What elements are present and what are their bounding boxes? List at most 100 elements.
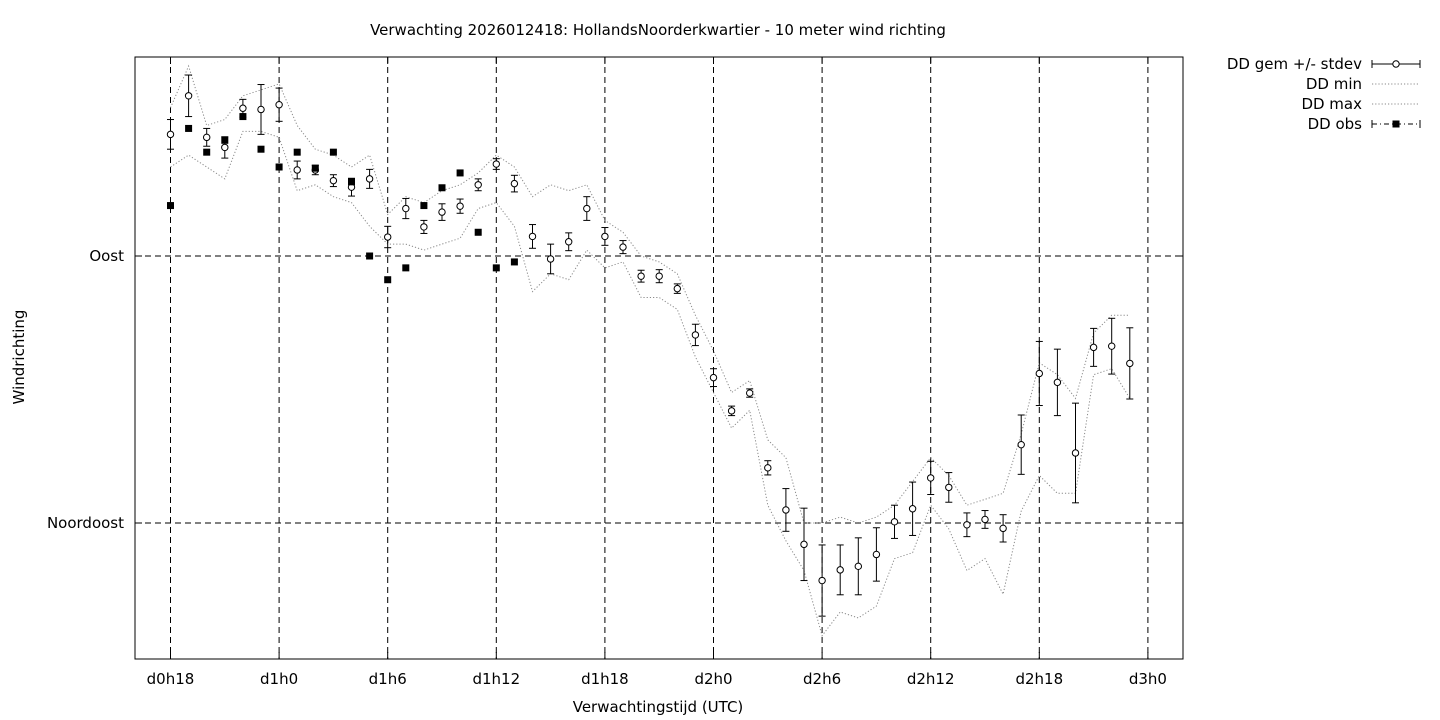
- mean-point: [565, 238, 573, 246]
- obs-point: [366, 252, 374, 260]
- mean-point: [999, 524, 1007, 533]
- obs-point: [275, 163, 283, 171]
- mean-point: [981, 515, 989, 524]
- obs-point: [257, 145, 265, 153]
- mean-point: [1053, 378, 1062, 387]
- mean-point: [293, 166, 301, 174]
- mean-point: [510, 179, 519, 188]
- legend-marker-obs: [1392, 120, 1400, 128]
- legend-label-min: DD min: [1306, 75, 1362, 93]
- mean-point: [438, 208, 446, 216]
- x-tick-label: d2h0: [694, 670, 732, 688]
- obs-point: [402, 264, 410, 272]
- obs-point: [239, 113, 247, 121]
- mean-point: [818, 576, 826, 585]
- x-tick-label: d1h6: [369, 670, 407, 688]
- x-tick-label: d0h18: [147, 670, 195, 688]
- mean-point: [257, 105, 265, 114]
- legend: DD gem +/- stdev DD min DD max DD obs: [1227, 55, 1421, 133]
- mean-point: [384, 233, 392, 241]
- mean-point: [673, 284, 681, 293]
- obs-point: [456, 169, 464, 177]
- mean-point: [1035, 369, 1044, 378]
- x-tick-label: d2h12: [907, 670, 955, 688]
- mean-point: [184, 92, 193, 100]
- data-marks: [166, 74, 1134, 617]
- mean-point: [619, 243, 627, 251]
- obs-point: [221, 136, 229, 144]
- obs-point: [384, 276, 392, 284]
- x-tick-label: d2h18: [1015, 670, 1063, 688]
- mean-point: [782, 506, 790, 514]
- mean-point: [239, 104, 247, 112]
- mean-point: [474, 181, 482, 189]
- mean-point: [890, 518, 899, 526]
- x-tick-label: d1h12: [472, 670, 520, 688]
- obs-point: [474, 228, 482, 236]
- legend-label-max: DD max: [1301, 95, 1362, 113]
- mean-point: [402, 204, 410, 213]
- mean-point: [365, 175, 374, 183]
- mean-point: [927, 474, 935, 482]
- mean-point: [691, 331, 700, 339]
- mean-point: [746, 389, 754, 397]
- x-tick-label: d3h0: [1129, 670, 1167, 688]
- min-series-line: [170, 130, 1131, 637]
- mean-point: [1071, 449, 1080, 457]
- mean-point: [1089, 343, 1098, 352]
- obs-point: [293, 148, 301, 156]
- obs-point: [348, 178, 355, 186]
- mean-point: [854, 562, 862, 571]
- obs-point: [329, 148, 337, 156]
- legend-marker-mean: [1392, 60, 1400, 68]
- mean-point: [836, 566, 844, 574]
- mean-point: [764, 464, 772, 472]
- mean-point: [546, 255, 555, 263]
- plot-frame: [134, 56, 1184, 660]
- x-axis-label: Verwachtingstijd (UTC): [573, 698, 744, 716]
- legend-label-mean: DD gem +/- stdev: [1227, 55, 1362, 73]
- mean-point: [275, 101, 283, 109]
- y-tick-label: Oost: [89, 247, 124, 265]
- max-series-line: [170, 64, 1130, 524]
- mean-point: [908, 505, 917, 513]
- mean-point: [166, 130, 175, 139]
- grid-lines: [135, 57, 1183, 659]
- mean-point: [963, 521, 971, 529]
- min-max-lines: [170, 64, 1131, 637]
- legend-label-obs: DD obs: [1308, 115, 1363, 133]
- x-tick-label: d2h6: [803, 670, 841, 688]
- obs-point: [167, 202, 174, 210]
- mean-point: [456, 202, 464, 210]
- mean-point: [872, 550, 881, 559]
- mean-point: [203, 133, 211, 142]
- obs-point: [185, 124, 193, 132]
- mean-point: [637, 272, 645, 280]
- mean-point: [709, 373, 718, 382]
- mean-point: [329, 176, 338, 185]
- mean-point: [727, 407, 736, 415]
- mean-point: [655, 272, 663, 280]
- mean-point: [1017, 440, 1025, 449]
- mean-point: [420, 223, 428, 231]
- x-tick-label: d1h18: [581, 670, 629, 688]
- mean-point: [800, 540, 808, 549]
- obs-point: [510, 258, 518, 266]
- y-axis-label: Windrichting: [10, 310, 28, 405]
- obs-point: [438, 184, 446, 192]
- mean-point: [1108, 342, 1116, 350]
- obs-point: [311, 164, 319, 172]
- mean-point: [528, 232, 537, 241]
- obs-point: [420, 202, 428, 210]
- mean-point: [492, 160, 500, 168]
- obs-point: [203, 148, 211, 156]
- mean-point: [601, 232, 609, 241]
- axis-ticks: d0h18 d1h0 d1h6 d1h12 d1h18 d2h0 d2h6 d2h12 d2h1…: [47, 57, 1183, 688]
- obs-point: [492, 264, 500, 272]
- mean-point: [221, 143, 229, 152]
- mean-point: [1126, 359, 1134, 368]
- mean-point: [583, 204, 591, 213]
- chart-title: Verwachting 2026012418: HollandsNoorderk…: [370, 21, 946, 39]
- x-tick-label: d1h0: [260, 670, 298, 688]
